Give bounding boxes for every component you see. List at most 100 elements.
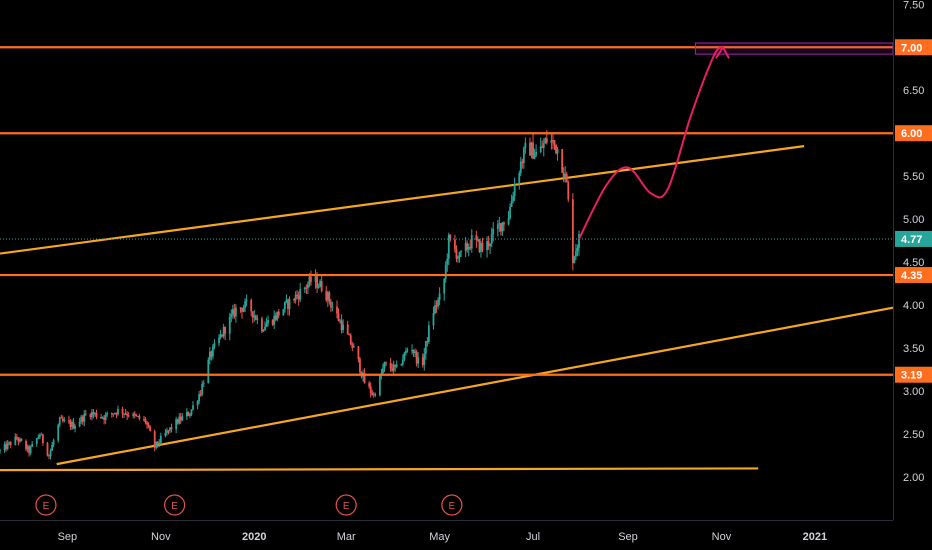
candle-body [265,323,268,327]
candle-body [234,307,237,317]
candle-176 [378,373,381,397]
candle-190 [406,347,409,353]
candle-body [14,436,17,445]
candle-133 [285,294,288,304]
candle-body [60,417,63,419]
candle-59 [126,411,129,421]
candle-body [147,424,150,427]
candle-65 [138,413,141,421]
candle-body [518,173,521,184]
candle-body [521,161,524,163]
candle-body [94,412,96,414]
candle-body [552,140,554,142]
candle-241 [518,170,521,190]
candle-body [282,309,285,316]
candle-39 [83,410,86,427]
candle-body [555,144,557,154]
candle-body [423,353,426,365]
candle-body [74,426,76,429]
candle-89 [190,409,193,417]
candle-body [26,446,29,450]
candle-201 [432,306,435,330]
candle-264 [565,171,568,183]
time-tick-label: Nov [712,531,732,543]
candle-207 [444,261,447,283]
candle-body [464,243,467,251]
candle-body [267,319,269,324]
candle-body [143,418,145,420]
candle-64 [136,415,139,417]
candle-body [565,174,568,182]
candle-body [578,234,580,248]
time-tick-label: Sep [618,531,638,543]
candle-body [535,152,538,156]
candle-29 [61,415,64,423]
candle-203 [435,300,438,313]
candle-body [443,279,446,294]
candle-body [112,413,115,415]
candle-body [469,246,472,249]
candle-197 [423,347,426,371]
candle-75 [159,432,162,445]
candle-body [80,416,83,422]
candle-122 [262,328,265,333]
candle-body [575,251,577,257]
candle-244 [522,146,525,169]
candle-233 [499,223,502,236]
candle-body [15,436,18,439]
candle-body [219,334,222,338]
candle-254 [544,137,547,144]
candle-body [509,206,511,219]
candle-265 [567,180,570,203]
candle-92 [198,390,201,405]
candle-2 [5,440,8,452]
candle-body [412,350,415,353]
candle-body [242,307,245,312]
candle-body [250,299,253,312]
candle-33 [71,419,73,431]
candle-body [72,422,75,429]
candle-body [210,351,213,357]
candle-body [196,401,199,406]
candle-body [533,155,536,159]
candle-body [391,368,394,371]
candle-229 [490,227,493,248]
level-badge: 6.00 [895,125,932,142]
candle-69 [147,422,150,429]
candle-41 [89,413,92,420]
candle-body [359,359,361,373]
candle-body [470,235,473,249]
candle-body [339,320,341,322]
candle-63 [135,413,138,417]
level-badge-text: 6.00 [901,128,922,140]
earnings-event-circle [441,494,463,516]
candle-body [253,315,256,318]
candle-199 [426,337,429,347]
price-axis: 7.50 6.50 5.50 5.00 4.50 4.00 3.50 3.00 2.50 2.00 [893,0,924,520]
candle-185 [395,360,398,369]
candle-body [89,414,92,418]
candle-18 [38,433,41,440]
candle-46 [100,413,102,420]
price-tick-label: 3.00 [903,386,924,398]
candle-208 [446,253,449,272]
candle-body [126,413,129,416]
candle-102 [219,329,222,340]
candle-120 [256,314,259,325]
candle-40 [84,409,87,416]
candle-200 [427,321,430,345]
candle-262 [562,167,565,183]
candle-49 [104,412,107,424]
candle-body [167,430,170,432]
candle-251 [539,137,542,154]
level-badge-bg [895,39,932,56]
candle-106 [228,312,231,341]
candle-body [319,281,322,287]
candle-body [46,443,49,456]
candle-188 [403,351,406,362]
candle-body [417,357,420,364]
candle-body [57,424,60,441]
candle-126 [271,319,274,327]
level-badge: 4.35 [895,267,932,284]
